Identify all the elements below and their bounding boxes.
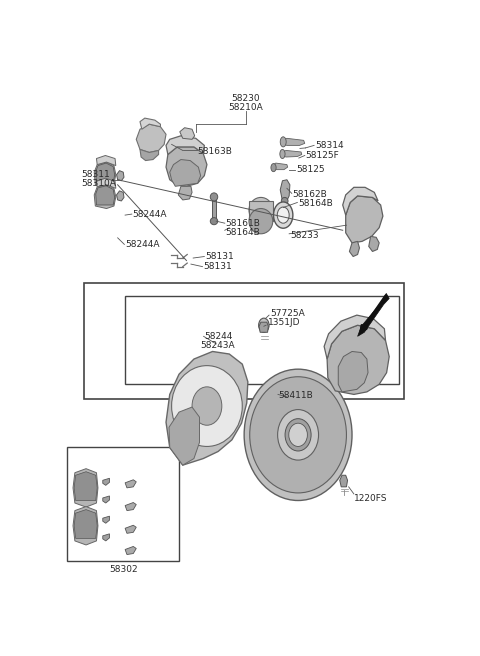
Text: 58244A: 58244A xyxy=(132,210,167,218)
Text: 58244A: 58244A xyxy=(125,240,159,249)
Text: 58164B: 58164B xyxy=(226,228,260,237)
Text: 58125F: 58125F xyxy=(305,151,339,160)
Ellipse shape xyxy=(289,423,307,447)
Polygon shape xyxy=(282,138,305,146)
Text: 1351JD: 1351JD xyxy=(267,318,300,327)
Polygon shape xyxy=(103,534,109,541)
Text: 58131: 58131 xyxy=(203,262,232,271)
Polygon shape xyxy=(166,352,248,465)
Polygon shape xyxy=(125,502,136,510)
Polygon shape xyxy=(358,293,389,337)
Text: 58311: 58311 xyxy=(82,170,110,179)
Ellipse shape xyxy=(244,369,352,501)
Polygon shape xyxy=(166,147,207,186)
Polygon shape xyxy=(125,546,136,554)
Text: 58161B: 58161B xyxy=(226,218,261,228)
Text: 58230: 58230 xyxy=(232,94,260,104)
Polygon shape xyxy=(349,241,360,256)
Bar xyxy=(84,283,404,400)
Polygon shape xyxy=(180,128,195,139)
Text: 58302: 58302 xyxy=(109,565,138,574)
Polygon shape xyxy=(74,510,97,539)
Ellipse shape xyxy=(249,209,273,234)
Polygon shape xyxy=(94,185,116,209)
Text: 58163B: 58163B xyxy=(198,148,232,157)
Ellipse shape xyxy=(249,197,273,222)
Polygon shape xyxy=(125,525,136,533)
Polygon shape xyxy=(259,322,268,333)
Ellipse shape xyxy=(280,150,285,159)
Ellipse shape xyxy=(172,365,242,447)
Text: 58310A: 58310A xyxy=(82,179,117,188)
Polygon shape xyxy=(169,407,200,465)
Text: 58314: 58314 xyxy=(315,141,344,150)
Polygon shape xyxy=(73,468,98,507)
Text: 58210A: 58210A xyxy=(228,103,264,112)
Polygon shape xyxy=(280,180,290,202)
Text: 58125: 58125 xyxy=(296,165,325,174)
Polygon shape xyxy=(346,196,383,243)
Ellipse shape xyxy=(210,218,218,225)
Text: 58233: 58233 xyxy=(290,231,319,240)
Polygon shape xyxy=(94,162,116,186)
Ellipse shape xyxy=(274,202,293,228)
Bar xyxy=(67,447,179,561)
Polygon shape xyxy=(282,150,302,157)
Ellipse shape xyxy=(210,193,218,201)
Polygon shape xyxy=(117,191,124,201)
Polygon shape xyxy=(140,150,158,161)
Bar xyxy=(249,201,273,221)
Polygon shape xyxy=(343,188,378,215)
Polygon shape xyxy=(338,352,368,392)
Text: 57725A: 57725A xyxy=(270,309,305,318)
Ellipse shape xyxy=(192,387,222,425)
Polygon shape xyxy=(96,163,115,183)
Text: 1220FS: 1220FS xyxy=(354,495,387,503)
Polygon shape xyxy=(327,325,389,394)
Polygon shape xyxy=(178,186,192,200)
Polygon shape xyxy=(103,478,109,485)
Polygon shape xyxy=(272,163,288,170)
Ellipse shape xyxy=(281,197,288,205)
Polygon shape xyxy=(96,155,116,165)
Text: 58243A: 58243A xyxy=(201,341,235,350)
Polygon shape xyxy=(324,315,385,359)
Bar xyxy=(212,197,216,221)
Polygon shape xyxy=(125,480,136,488)
Ellipse shape xyxy=(271,163,276,172)
Polygon shape xyxy=(136,124,166,152)
Polygon shape xyxy=(117,171,124,181)
Text: 58411B: 58411B xyxy=(279,392,313,400)
Text: 58162B: 58162B xyxy=(292,190,327,199)
Polygon shape xyxy=(96,178,116,188)
Polygon shape xyxy=(74,472,97,501)
Polygon shape xyxy=(140,118,160,129)
Text: 58131: 58131 xyxy=(205,252,234,261)
Polygon shape xyxy=(369,236,379,251)
Polygon shape xyxy=(340,475,348,487)
Polygon shape xyxy=(166,136,204,155)
Ellipse shape xyxy=(250,377,347,493)
Polygon shape xyxy=(103,496,109,503)
Bar xyxy=(125,296,398,384)
Polygon shape xyxy=(103,516,109,523)
Ellipse shape xyxy=(259,318,269,333)
Ellipse shape xyxy=(285,419,311,451)
Text: 58164B: 58164B xyxy=(298,199,333,209)
Polygon shape xyxy=(96,186,115,205)
Ellipse shape xyxy=(280,137,286,147)
Ellipse shape xyxy=(277,409,319,460)
Text: 58244: 58244 xyxy=(204,332,233,341)
Polygon shape xyxy=(73,506,98,545)
Polygon shape xyxy=(170,159,201,186)
Ellipse shape xyxy=(277,207,289,223)
